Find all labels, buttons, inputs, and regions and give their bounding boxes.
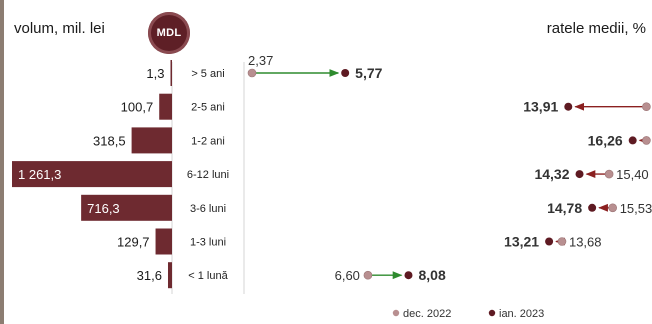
dec2022-point-6 (363, 270, 373, 280)
category-label-4: 3-6 luni (190, 203, 226, 215)
volume-bar-0 (170, 60, 172, 86)
dec2022-label-6: 6,60 (335, 268, 360, 283)
category-label-1: 2-5 ani (191, 102, 225, 114)
volume-bar-3 (12, 161, 172, 188)
ian2023-point-1 (564, 102, 573, 111)
volume-label-6: 31,6 (137, 268, 162, 283)
ian2023-label-2: 16,26 (588, 132, 623, 148)
volume-bar-4 (81, 194, 172, 221)
volume-label-0: 1,3 (146, 66, 164, 81)
legend-dec2022-marker (392, 309, 400, 317)
dec2022-point-0 (247, 68, 257, 78)
volume-label-3: 1 261,3 (18, 167, 61, 182)
category-label-6: < 1 lună (188, 270, 228, 282)
dec2022-label-4: 15,53 (620, 201, 652, 216)
dec2022-point-2 (642, 136, 651, 145)
volume-bar-5 (155, 228, 172, 255)
dec2022-point-1 (642, 102, 651, 111)
legend-ian2023-label: ian. 2023 (499, 308, 544, 320)
category-label-2: 1-2 ani (191, 135, 225, 147)
volume-label-4: 716,3 (87, 201, 120, 216)
dec2022-point-3 (604, 169, 614, 179)
ian2023-label-3: 14,32 (534, 166, 569, 182)
ian2023-point-3 (575, 170, 584, 179)
mdl-currency-badge: MDL (148, 12, 190, 54)
category-label-3: 6-12 luni (187, 169, 229, 181)
ian2023-point-2 (628, 136, 637, 145)
left-border-stripe (0, 0, 4, 324)
ian2023-label-4: 14,78 (547, 200, 582, 216)
dec2022-label-3: 15,40 (616, 167, 649, 182)
dec2022-point-4 (608, 203, 617, 213)
legend-dec2022-label: dec. 2022 (403, 308, 451, 320)
ian2023-label-1: 13,91 (523, 99, 558, 115)
ian2023-label-5: 13,21 (504, 234, 539, 250)
category-label-0: > 5 ani (191, 68, 224, 80)
category-label-5: 1-3 luni (190, 237, 226, 249)
legend-ian2023-marker (488, 309, 496, 317)
ian2023-label-0: 5,77 (355, 65, 382, 81)
volume-bar-6 (167, 262, 172, 289)
rates-axis-title: ratele medii, % (546, 20, 646, 37)
ian2023-point-0 (341, 69, 350, 77)
volume-label-2: 318,5 (93, 133, 126, 148)
ian2023-point-4 (588, 203, 597, 212)
ian2023-point-5 (545, 237, 554, 246)
dec2022-label-0: 2,37 (248, 53, 273, 68)
dec2022-point-5 (557, 237, 567, 246)
volume-bar-1 (159, 93, 172, 120)
ian2023-label-6: 8,08 (418, 267, 445, 283)
badge-label: MDL (156, 27, 182, 39)
dec2022-label-5: 13,68 (569, 235, 602, 250)
ian2023-point-6 (404, 271, 413, 280)
volume-label-5: 129,7 (117, 235, 150, 250)
volume-label-1: 100,7 (121, 100, 154, 115)
volume-axis-title: volum, mil. lei (14, 20, 105, 37)
volume-bar-2 (131, 127, 172, 154)
